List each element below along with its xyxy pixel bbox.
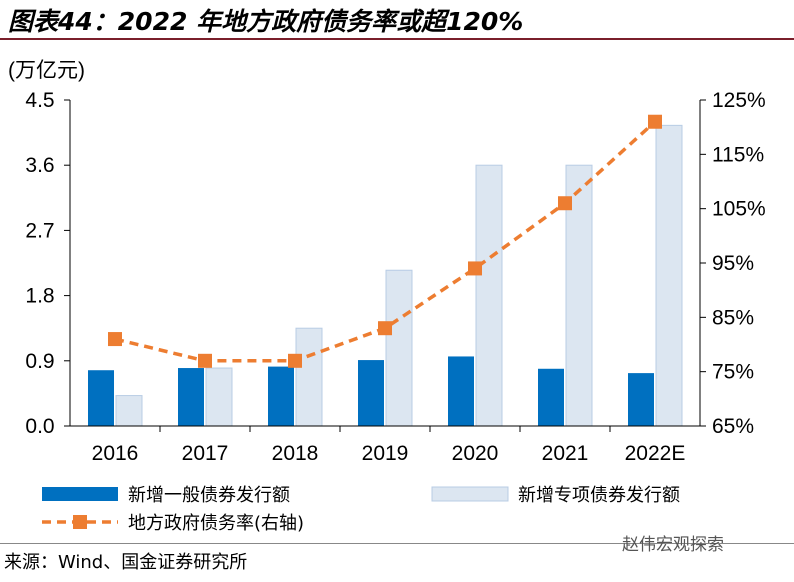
x-tick-label: 2017: [182, 442, 229, 465]
y-tick-label-right: 115%: [712, 143, 764, 166]
chart-area: (万亿元) 0.0 0.9 1.8 2.7 3.6 4.5 65% 75% 85% 95% 105%…: [8, 59, 766, 534]
debt-ratio-point-2020: [468, 261, 482, 276]
legend-label-special-bond: 新增专项债券发行额: [518, 485, 680, 506]
bar-general-bond-2018: [268, 366, 294, 426]
y-tick-label-right: 75%: [712, 361, 754, 384]
debt-ratio-point-2016: [108, 332, 122, 347]
y-tick-label-right: 85%: [712, 306, 754, 329]
bar-general-bond-2016: [88, 370, 114, 426]
y-axis-label: (万亿元): [8, 59, 85, 82]
legend-swatch-general-bond: [42, 487, 118, 501]
legend-label-general-bond: 新增一般债券发行额: [128, 485, 290, 506]
y-tick-label-left: 3.6: [25, 154, 54, 177]
legend-swatch-special-bond: [431, 486, 509, 502]
y-tick-label-left: 1.8: [25, 285, 54, 308]
watermark: 赵伟宏观探索: [622, 535, 724, 555]
bar-special-bond-2016: [115, 395, 143, 427]
footer-divider: [0, 543, 794, 544]
bar-general-bond-2019: [358, 360, 384, 426]
debt-ratio-point-2018: [288, 353, 302, 368]
bar-general-bond-2020: [448, 356, 474, 426]
debt-ratio-point-2019: [378, 321, 392, 336]
legend-swatch-debt-ratio-marker: [73, 515, 87, 529]
legend-label-debt-ratio: 地方政府债务率(右轴): [128, 513, 304, 534]
source-note: 来源：Wind、国金证券研究所: [4, 552, 248, 573]
y-tick-label-right: 125%: [712, 89, 766, 112]
x-tick-label: 2020: [452, 442, 499, 465]
y-tick-label-left: 4.5: [25, 89, 54, 112]
x-tick-label: 2022E: [625, 442, 686, 465]
y-tick-label-right: 95%: [712, 252, 754, 275]
y-tick-label-left: 0.0: [25, 415, 54, 438]
title-divider: [0, 38, 794, 40]
bar-general-bond-2022E: [628, 373, 654, 426]
y-tick-label-right: 65%: [712, 415, 754, 438]
y-tick-label-right: 105%: [712, 198, 766, 221]
bar-special-bond-2018: [295, 327, 323, 427]
y-tick-label-left: 0.9: [25, 350, 54, 373]
bar-general-bond-2017: [178, 368, 204, 426]
x-tick-label: 2016: [92, 442, 139, 465]
bar-special-bond-2022E: [655, 124, 683, 427]
x-tick-label: 2021: [542, 442, 589, 465]
x-tick-label: 2019: [362, 442, 409, 465]
bar-special-bond-2017: [205, 367, 233, 427]
debt-ratio-point-2021: [558, 196, 572, 211]
bar-special-bond-2020: [475, 164, 503, 427]
chart-title: 图表44：2022 年地方政府债务率或超120%: [8, 7, 524, 36]
x-tick-label: 2018: [272, 442, 319, 465]
bar-general-bond-2021: [538, 368, 564, 426]
bar-special-bond-2019: [385, 269, 413, 427]
y-tick-label-left: 2.7: [25, 219, 54, 242]
debt-ratio-point-2017: [198, 353, 212, 368]
debt-ratio-point-2022E: [648, 114, 662, 129]
